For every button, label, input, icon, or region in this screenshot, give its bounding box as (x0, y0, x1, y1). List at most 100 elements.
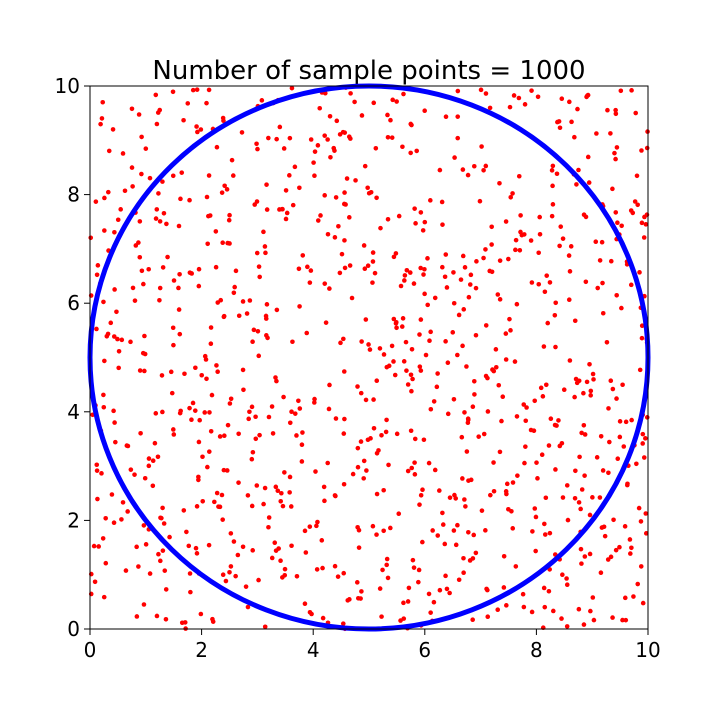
data-point (620, 382, 625, 388)
data-point (445, 360, 451, 366)
data-point (274, 136, 279, 142)
data-point (535, 94, 541, 100)
data-point (261, 501, 266, 507)
data-point (552, 313, 558, 318)
data-point (353, 178, 358, 183)
data-point (171, 427, 176, 432)
data-point (461, 570, 466, 575)
data-point (426, 591, 432, 597)
data-point (102, 358, 107, 364)
data-point (160, 265, 166, 270)
data-point (262, 485, 268, 491)
data-point (281, 394, 286, 400)
data-point (193, 365, 198, 371)
data-point (464, 449, 470, 454)
data-point (485, 409, 491, 414)
data-point (461, 307, 467, 312)
data-point (359, 589, 364, 594)
data-point (588, 388, 594, 394)
data-point (364, 468, 369, 473)
data-point (453, 496, 459, 501)
data-point (302, 528, 308, 534)
data-point (601, 524, 607, 530)
data-point (432, 295, 438, 301)
data-point (455, 114, 461, 119)
data-point (129, 165, 135, 170)
data-point (444, 285, 450, 290)
data-point (275, 488, 281, 494)
data-point (614, 396, 619, 401)
data-point (164, 221, 169, 227)
data-point (224, 468, 230, 473)
data-point (628, 551, 633, 556)
data-point (332, 563, 338, 569)
data-point (521, 402, 527, 407)
data-point (214, 363, 219, 368)
data-point (634, 173, 640, 179)
data-point (401, 359, 407, 364)
data-point (389, 343, 395, 349)
data-point (322, 281, 328, 286)
data-point (394, 431, 400, 437)
data-point (305, 264, 310, 270)
data-point (402, 278, 407, 283)
data-point (206, 542, 212, 548)
data-point (307, 280, 313, 285)
data-point (640, 600, 646, 606)
data-point (578, 546, 584, 552)
data-point (311, 160, 316, 165)
data-point (254, 250, 260, 256)
data-point (322, 193, 327, 198)
data-point (269, 555, 275, 561)
data-point (447, 590, 452, 596)
data-point (612, 150, 617, 156)
data-point (182, 371, 187, 377)
data-point (403, 339, 409, 345)
data-point (401, 91, 406, 97)
data-point (547, 280, 553, 285)
data-point (504, 481, 510, 487)
data-point (381, 487, 386, 493)
data-point (348, 91, 353, 96)
data-point (187, 405, 192, 411)
data-point (572, 318, 578, 324)
data-point (125, 509, 130, 514)
data-point (128, 339, 133, 345)
data-point (435, 371, 440, 376)
data-point (108, 320, 114, 326)
data-point (200, 454, 205, 460)
data-point (118, 207, 123, 212)
data-point (361, 476, 367, 481)
data-point (339, 251, 345, 257)
data-point (101, 404, 107, 410)
data-point (541, 344, 547, 349)
data-point (558, 224, 564, 229)
data-point (416, 579, 421, 585)
data-point (287, 173, 292, 178)
points-layer (88, 85, 650, 632)
data-point (250, 339, 255, 345)
data-point (147, 175, 153, 181)
data-point (381, 528, 386, 534)
data-point (420, 228, 426, 233)
data-point (621, 444, 627, 449)
data-point (533, 514, 539, 520)
data-point (236, 480, 241, 485)
data-point (304, 330, 310, 336)
data-point (347, 134, 352, 140)
data-point (251, 327, 257, 333)
data-point (443, 252, 449, 257)
data-point (584, 94, 589, 100)
data-point (434, 384, 440, 390)
data-point (114, 309, 119, 315)
data-point (566, 253, 572, 258)
data-point (370, 280, 375, 285)
data-point (282, 566, 288, 572)
data-point (94, 272, 100, 278)
data-point (418, 265, 423, 271)
data-point (266, 524, 271, 530)
data-point (629, 88, 634, 93)
data-point (541, 585, 547, 591)
data-point (167, 534, 172, 540)
